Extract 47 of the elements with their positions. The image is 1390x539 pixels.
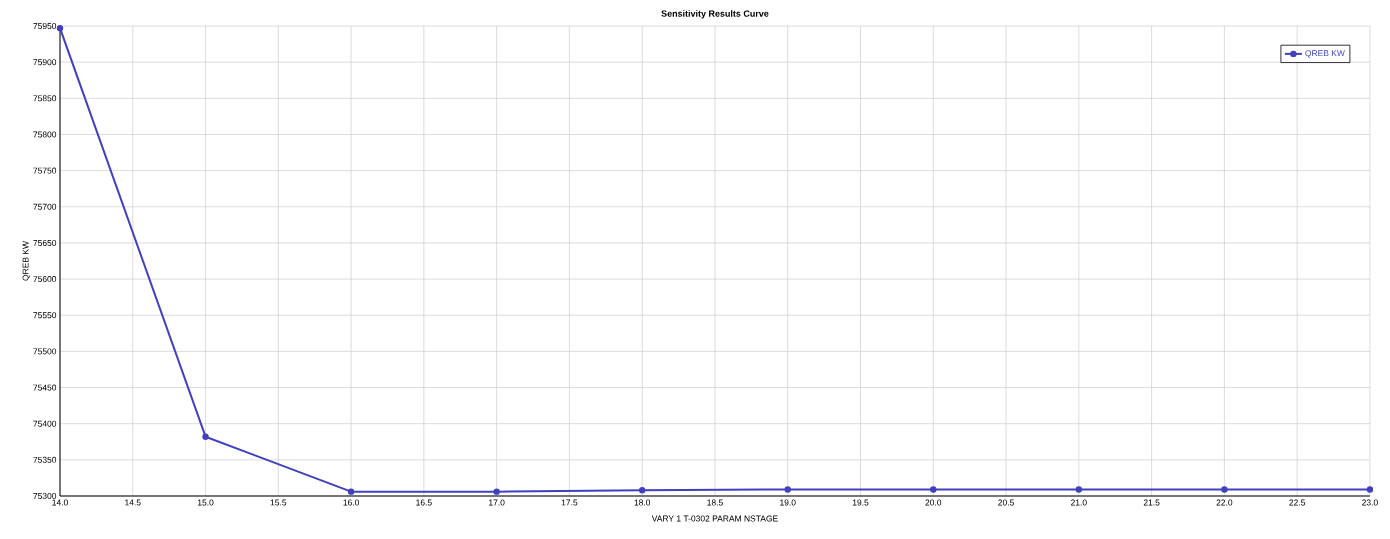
y-tick-label: 75750 xyxy=(33,167,57,174)
point xyxy=(202,433,209,440)
x-tick-label: 19.5 xyxy=(852,499,869,506)
x-tick-label: 15.0 xyxy=(197,499,214,506)
x-tick-label: 14.5 xyxy=(125,499,141,506)
x-tick-label: 16.5 xyxy=(416,499,432,506)
point xyxy=(784,486,791,493)
y-tick-label: 75900 xyxy=(33,59,57,66)
point xyxy=(493,488,500,495)
x-tick-label: 15.5 xyxy=(270,499,287,506)
x-tick-label: 23.0 xyxy=(1362,499,1378,506)
x-tick-label: 16.0 xyxy=(343,499,359,506)
y-tick-label: 75550 xyxy=(33,312,57,319)
y-tick-label: 75950 xyxy=(33,23,57,29)
y-tick-label: 75300 xyxy=(33,493,57,499)
x-axis-title: VARY 1 T-0302 PARAM NSTAGE xyxy=(651,515,778,522)
point xyxy=(930,486,937,493)
y-tick-label: 75400 xyxy=(33,420,57,427)
point xyxy=(1366,486,1374,493)
point xyxy=(639,487,646,494)
chart-title: Sensitivity Results Curve xyxy=(661,10,769,19)
y-tick-label: 75450 xyxy=(33,384,57,391)
legend-label: QREB KW xyxy=(1305,50,1345,58)
x-tick-label: 17.5 xyxy=(561,499,578,506)
point xyxy=(347,488,355,495)
point xyxy=(1221,486,1228,493)
x-tick-label: 17.0 xyxy=(489,499,505,506)
x-tick-label: 22.0 xyxy=(1216,499,1233,506)
y-tick-label: 75850 xyxy=(33,95,57,102)
point xyxy=(1075,486,1083,493)
y-axis-title: QREB KW xyxy=(22,241,31,281)
y-tick-label: 75650 xyxy=(33,239,57,246)
x-tick-label: 20.5 xyxy=(998,499,1014,506)
x-tick-label: 18.5 xyxy=(707,499,723,506)
y-tick-label: 75500 xyxy=(33,348,57,355)
x-tick-label: 20.0 xyxy=(925,499,942,506)
x-tick-label: 21.5 xyxy=(1143,499,1160,506)
x-tick-label: 22.5 xyxy=(1289,499,1306,506)
y-tick-label: 75700 xyxy=(33,203,57,210)
x-tick-label: 19.0 xyxy=(780,499,796,506)
x-tick-label: 21.0 xyxy=(1071,499,1087,506)
x-tick-label: 14.0 xyxy=(52,499,68,506)
y-tick-label: 75350 xyxy=(33,456,57,463)
point xyxy=(56,24,64,32)
y-tick-label: 75600 xyxy=(33,276,57,283)
x-tick-label: 18.0 xyxy=(634,499,651,506)
y-tick-label: 75800 xyxy=(33,131,57,138)
